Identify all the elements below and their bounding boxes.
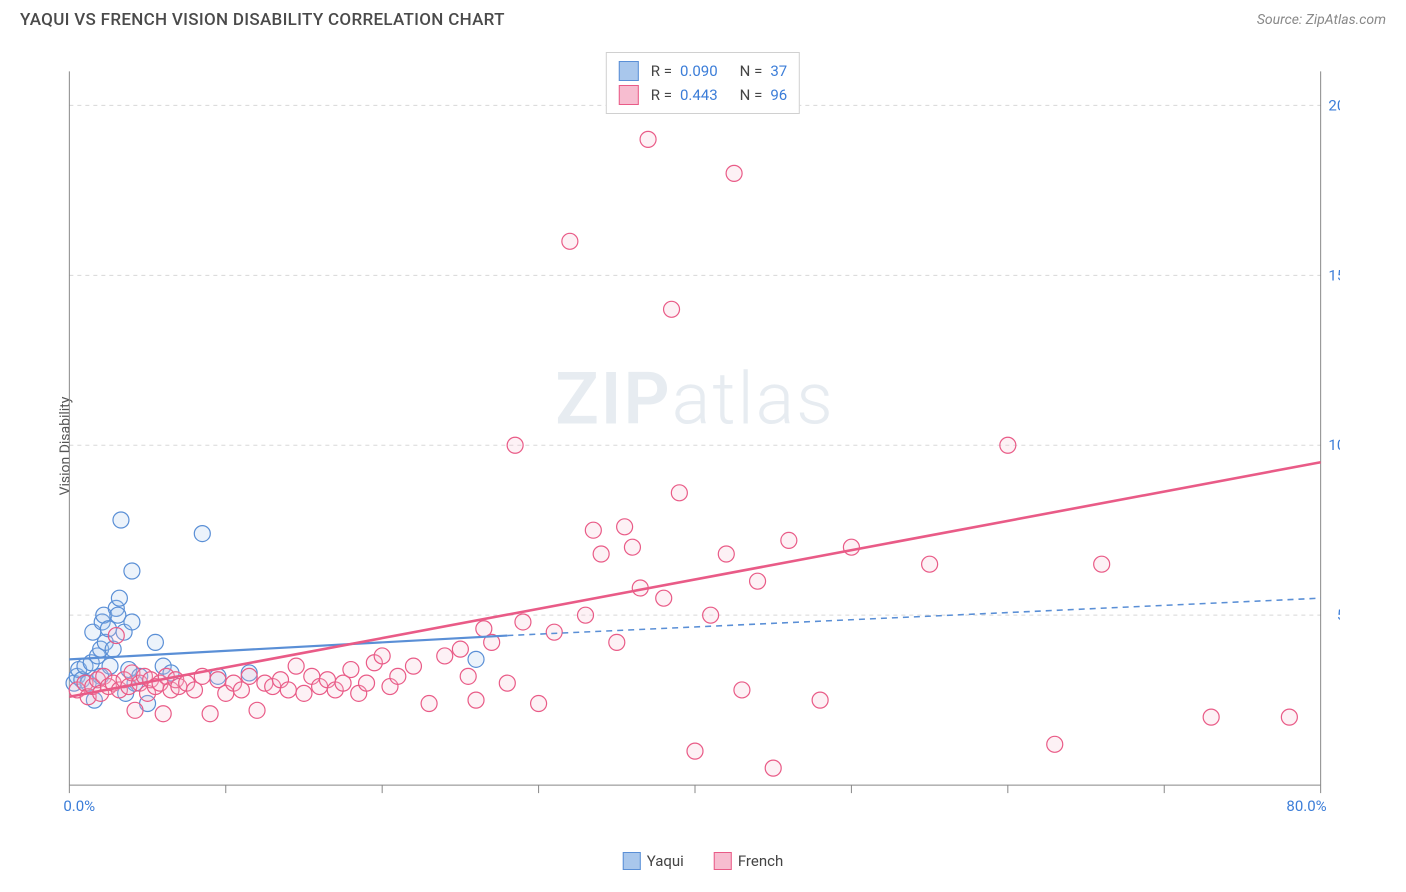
legend-label: Yaqui [647,852,684,870]
r-value: 0.443 [680,86,718,104]
chart-title: YAQUI VS FRENCH VISION DISABILITY CORREL… [20,10,505,30]
svg-text:0.0%: 0.0% [63,797,95,815]
legend-label: French [738,852,783,870]
r-value: 0.090 [680,62,718,80]
legend-item: Yaqui [623,852,684,870]
legend-series: Yaqui French [623,852,783,870]
svg-text:80.0%: 80.0% [1286,797,1326,815]
legend-stats-row: R = 0.443 N = 96 [619,83,787,107]
plot-area: ZIPatlas 5.0%10.0%15.0%20.0%0.0%80.0% [50,48,1340,828]
n-label: N = [740,86,763,104]
n-value: 37 [770,62,787,80]
chart-header: YAQUI VS FRENCH VISION DISABILITY CORREL… [0,0,1406,36]
svg-text:15.0%: 15.0% [1328,266,1340,284]
r-label: R = [651,86,672,104]
legend-swatch [623,852,641,870]
legend-stats-row: R = 0.090 N = 37 [619,59,787,83]
chart-source: Source: ZipAtlas.com [1257,12,1386,28]
svg-text:10.0%: 10.0% [1328,436,1340,454]
svg-text:5.0%: 5.0% [1337,606,1340,624]
scatter-chart: 5.0% 10.0% 15.0% 20.0% 0.0% 80.0% [50,48,1340,828]
legend-swatch [619,61,639,81]
n-label: N = [740,62,763,80]
legend-item: French [714,852,783,870]
svg-text:20.0%: 20.0% [1328,96,1340,114]
n-value: 96 [770,86,787,104]
legend-swatch [714,852,732,870]
legend-stats: R = 0.090 N = 37 R = 0.443 N = 96 [606,52,800,114]
r-label: R = [651,62,672,80]
legend-swatch [619,85,639,105]
